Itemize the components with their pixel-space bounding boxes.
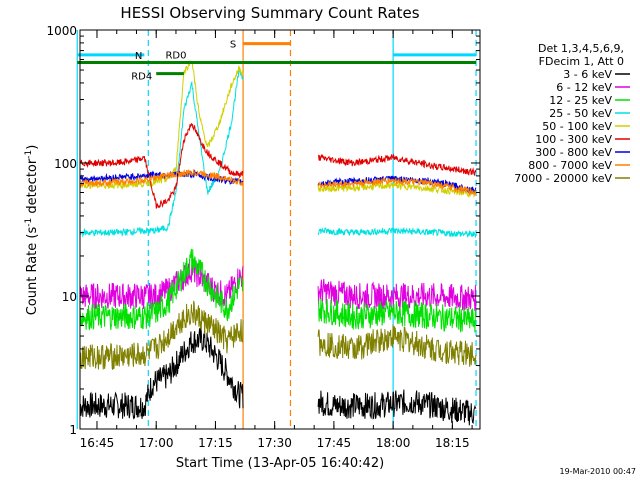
series-line xyxy=(317,176,477,196)
legend-entry: 7000 - 20000 keV xyxy=(514,172,612,185)
series-line xyxy=(317,227,477,239)
legend-entry: 6 - 12 keV xyxy=(556,81,612,94)
x-tick-label: 17:15 xyxy=(198,436,233,450)
legend-entry: 3 - 6 keV xyxy=(563,68,612,81)
flag-label: N xyxy=(135,51,142,62)
legend: Det 1,3,4,5,6,9,FDecim 1, Att 03 - 6 keV… xyxy=(514,42,630,185)
legend-header: FDecim 1, Att 0 xyxy=(539,55,624,68)
y-tick-label: 1 xyxy=(69,423,77,437)
flag-label: RD4 xyxy=(131,72,152,83)
legend-entry: 800 - 7000 keV xyxy=(528,159,612,172)
y-tick-label: 1000 xyxy=(46,24,77,38)
x-tick-label: 17:45 xyxy=(317,436,352,450)
x-tick-label: 16:45 xyxy=(80,436,115,450)
legend-entry: 25 - 50 keV xyxy=(549,107,612,120)
series-line xyxy=(317,389,477,426)
legend-entry: 100 - 300 keV xyxy=(535,133,612,146)
series-line xyxy=(79,327,244,420)
x-tick-label: 17:30 xyxy=(257,436,292,450)
series-line xyxy=(317,182,477,198)
x-tick-label: 18:00 xyxy=(376,436,411,450)
y-tick-label: 10 xyxy=(62,290,77,304)
footer-timestamp: 19-Mar-2010 00:47 xyxy=(560,467,637,476)
series-line xyxy=(79,60,244,190)
series-line xyxy=(317,298,477,333)
flag-label: S xyxy=(230,40,236,51)
series-line xyxy=(79,67,244,238)
legend-entry: 50 - 100 keV xyxy=(542,120,612,133)
series-line xyxy=(317,278,477,312)
series-line xyxy=(318,153,477,177)
series-line xyxy=(79,300,244,370)
series-line xyxy=(80,123,244,209)
series-line xyxy=(317,324,477,367)
flag-label: RD0 xyxy=(165,50,186,61)
legend-entry: 12 - 25 keV xyxy=(549,94,612,107)
y-tick-label: 100 xyxy=(54,157,77,171)
series-line xyxy=(80,168,244,188)
chart-title: HESSI Observing Summary Count Rates xyxy=(120,4,419,22)
y-axis-label: Count Rate (s-1 detector-1) xyxy=(24,145,40,316)
plot-frame xyxy=(79,29,481,430)
series-line xyxy=(79,248,244,331)
legend-entry: 300 - 800 keV xyxy=(535,146,612,159)
series-line xyxy=(79,258,244,310)
x-tick-label: 18:15 xyxy=(435,436,470,450)
legend-header: Det 1,3,4,5,6,9, xyxy=(538,42,624,55)
x-axis-label: Start Time (13-Apr-05 16:40:42) xyxy=(176,456,384,471)
x-tick-label: 17:00 xyxy=(139,436,174,450)
